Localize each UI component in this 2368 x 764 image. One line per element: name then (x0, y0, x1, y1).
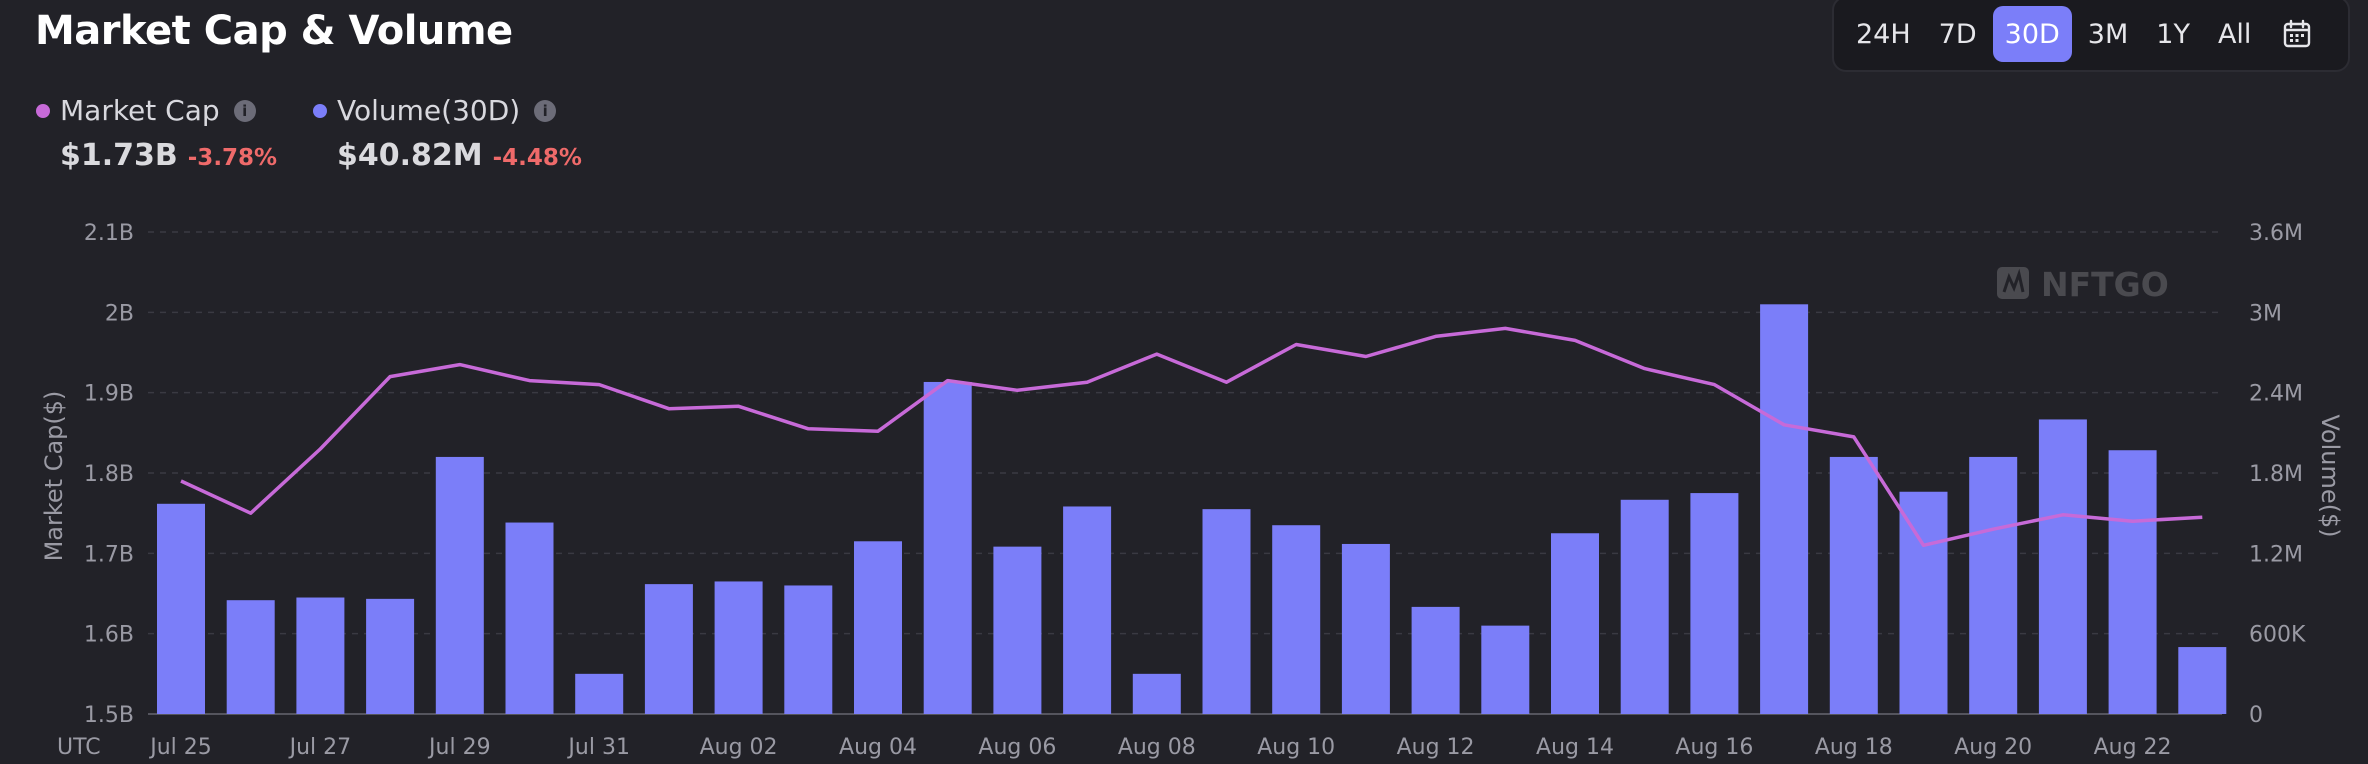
volume-bar (1829, 456, 1878, 714)
volume-stat: $40.82M -4.48% (337, 138, 582, 173)
right-tick-label: 3M (2249, 301, 2282, 326)
legend-market-cap[interactable]: Market Cap i (36, 94, 256, 127)
right-tick-label: 1.2M (2249, 542, 2303, 567)
watermark-text: NFTGO (2041, 265, 2169, 304)
volume-bar (226, 600, 275, 714)
volume-bar (784, 585, 833, 714)
range-3m-button[interactable]: 3M (2087, 18, 2129, 50)
x-tick-label: Aug 18 (1815, 735, 1893, 760)
volume-dot-icon (313, 103, 327, 118)
volume-bar (1760, 304, 1809, 714)
volume-bar (1899, 491, 1948, 714)
volume-bar (1620, 499, 1669, 714)
right-tick-label: 0 (2249, 703, 2263, 728)
x-tick-label: Aug 06 (978, 735, 1056, 760)
volume-bar (1063, 506, 1112, 714)
left-tick-label: 1.9B (84, 382, 134, 407)
volume-bar (1202, 509, 1251, 714)
volume-bar (2108, 450, 2157, 714)
volume-bar (157, 503, 205, 714)
range-all-button[interactable]: All (2217, 18, 2252, 50)
x-axis-prefix: UTC (57, 735, 101, 760)
volume-bar (575, 673, 624, 714)
volume-bar (854, 541, 902, 714)
volume-bar (1690, 493, 1739, 714)
volume-value: $40.82M (337, 138, 483, 173)
x-tick-label: Jul 27 (288, 735, 352, 760)
left-tick-label: 1.7B (84, 542, 134, 567)
info-icon[interactable]: i (233, 99, 256, 122)
volume-change: -4.48% (492, 145, 582, 171)
left-tick-label: 2B (105, 301, 134, 326)
right-axis-title: Volume($) (2316, 414, 2344, 537)
range-7d-button[interactable]: 7D (1938, 18, 1977, 50)
legend-market-cap-label: Market Cap (60, 94, 220, 127)
market-cap-dot-icon (36, 103, 50, 118)
range-1y-button[interactable]: 1Y (2156, 18, 2190, 50)
left-tick-label: 1.5B (84, 703, 134, 728)
volume-bar (1272, 525, 1321, 714)
right-tick-label: 600K (2249, 623, 2306, 648)
market-cap-stat: $1.73B -3.78% (60, 138, 277, 173)
x-tick-label: Jul 31 (566, 735, 630, 760)
time-range-selector: 24H 7D 30D 3M 1Y All (1832, 0, 2350, 72)
volume-bar (1341, 543, 1390, 714)
x-tick-label: Aug 16 (1675, 735, 1753, 760)
x-tick-label: Aug 20 (1954, 735, 2032, 760)
calendar-icon[interactable] (2271, 6, 2323, 62)
x-tick-label: Aug 04 (839, 735, 917, 760)
volume-bar (1969, 456, 2018, 714)
right-tick-label: 2.4M (2249, 382, 2303, 407)
volume-bar (1551, 533, 1599, 714)
volume-bar (993, 546, 1042, 714)
market-cap-change: -3.78% (187, 145, 278, 171)
left-tick-label: 1.8B (84, 462, 134, 487)
x-tick-label: Aug 14 (1536, 735, 1614, 760)
x-tick-label: Aug 12 (1397, 735, 1475, 760)
info-icon[interactable]: i (534, 99, 557, 122)
market-cap-line (180, 326, 2203, 548)
volume-bar (923, 381, 972, 714)
range-24h-button[interactable]: 24H (1856, 18, 1911, 50)
legend-volume[interactable]: Volume(30D) i (313, 94, 557, 127)
volume-bar (1411, 606, 1460, 714)
volume-bar (1481, 625, 1530, 714)
volume-bar (2038, 419, 2087, 714)
x-tick-label: Aug 22 (2094, 735, 2172, 760)
right-tick-label: 3.6M (2249, 221, 2303, 246)
right-tick-label: 1.8M (2249, 462, 2303, 487)
x-tick-label: Aug 10 (1257, 735, 1335, 760)
x-tick-label: Jul 25 (148, 735, 212, 760)
volume-bar (505, 522, 554, 714)
left-tick-label: 1.6B (84, 623, 134, 648)
x-tick-label: Jul 29 (427, 735, 491, 760)
left-axis-title: Market Cap($) (40, 391, 68, 562)
volume-bar (296, 597, 345, 714)
left-tick-label: 2.1B (84, 221, 134, 246)
market-cap-value: $1.73B (60, 138, 178, 173)
volume-bar (2178, 647, 2227, 714)
x-tick-label: Aug 08 (1118, 735, 1196, 760)
chart-title: Market Cap & Volume (35, 8, 513, 54)
x-tick-label: Aug 02 (700, 735, 778, 760)
volume-bar (714, 581, 763, 714)
volume-bar (644, 584, 693, 714)
range-30d-button[interactable]: 30D (1992, 6, 2072, 62)
nftgo-watermark: NFTGO (1997, 265, 2169, 304)
volume-bar (435, 456, 484, 714)
volume-bar (1132, 673, 1181, 714)
volume-bar (366, 598, 415, 714)
legend-volume-label: Volume(30D) (337, 94, 521, 127)
